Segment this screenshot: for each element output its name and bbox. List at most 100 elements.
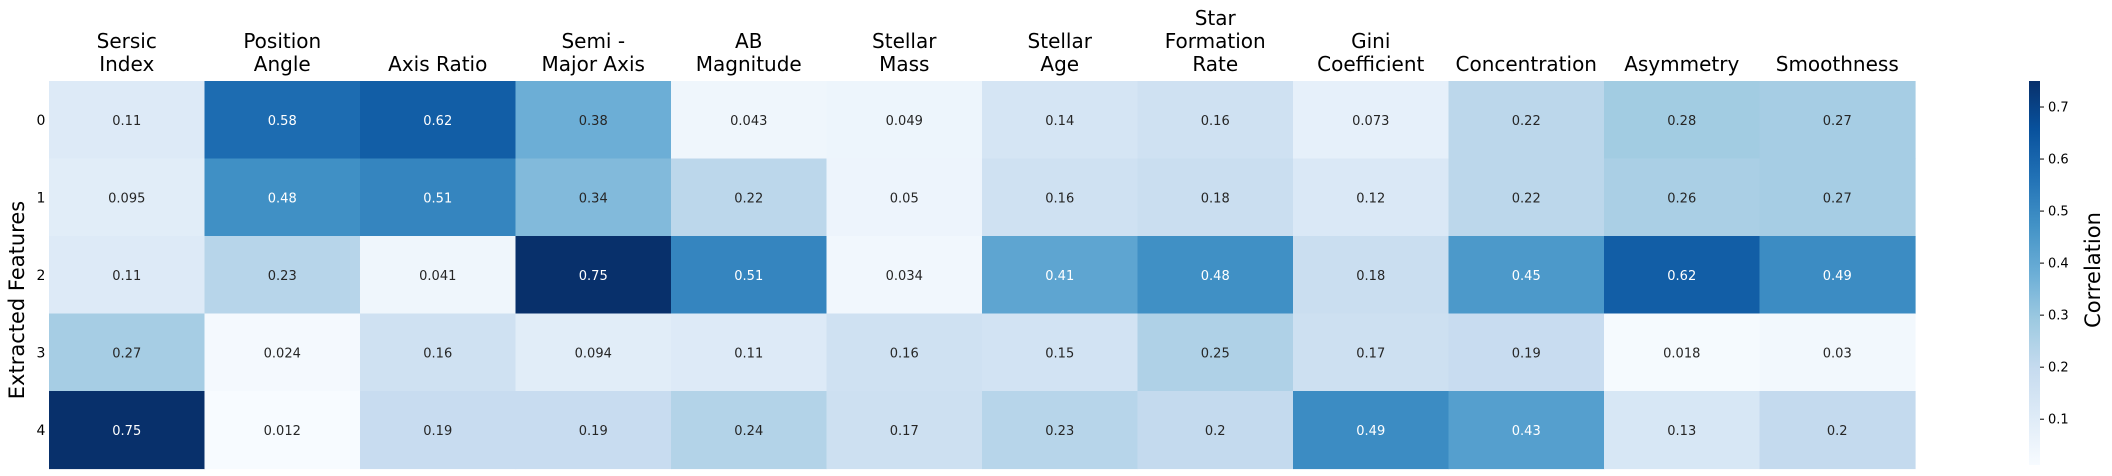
column-label: Formation bbox=[1165, 29, 1266, 53]
cell-value-label: 0.16 bbox=[1045, 191, 1074, 206]
row-labels: 0 1 2 3 4 bbox=[37, 113, 46, 439]
cell-value-label: 0.16 bbox=[423, 346, 452, 361]
heatmap-cell bbox=[204, 81, 361, 160]
column-label: Stellar bbox=[872, 29, 937, 53]
cell-value-label: 0.13 bbox=[1667, 424, 1696, 439]
column-label: Star bbox=[1195, 6, 1237, 30]
column-label: Angle bbox=[254, 52, 311, 76]
heatmap-cell bbox=[1604, 158, 1761, 237]
heatmap-cell bbox=[826, 391, 983, 470]
cell-value-label: 0.11 bbox=[112, 269, 141, 284]
column-label: Semi - bbox=[561, 29, 625, 53]
cell-value-label: 0.22 bbox=[734, 191, 763, 206]
row-label: 2 bbox=[37, 268, 46, 284]
row-label: 0 bbox=[37, 113, 46, 129]
cell-value-label: 0.16 bbox=[890, 346, 919, 361]
heatmap-cell bbox=[1448, 313, 1605, 392]
heatmap-cell bbox=[49, 313, 206, 392]
cell-value-label: 0.38 bbox=[579, 114, 608, 129]
cell-value-label: 0.22 bbox=[1512, 114, 1541, 129]
cell-value-label: 0.11 bbox=[112, 114, 141, 129]
heatmap-cell bbox=[204, 158, 361, 237]
row-label: 3 bbox=[37, 345, 46, 361]
column-label: Gini bbox=[1351, 29, 1390, 53]
heatmap-cell bbox=[1137, 158, 1294, 237]
cell-value-label: 0.094 bbox=[575, 346, 612, 361]
heatmap-cell bbox=[671, 391, 828, 470]
cell-value-label: 0.41 bbox=[1045, 269, 1074, 284]
heatmap-cell bbox=[360, 158, 517, 237]
heatmap-cell bbox=[1604, 81, 1761, 160]
heatmap-cell bbox=[360, 313, 517, 392]
heatmap-cell bbox=[826, 81, 983, 160]
heatmap-cell bbox=[360, 236, 517, 315]
heatmap-cells: 0.11 0.58 0.62 0.38 0.043 0.049 0.14 0.16 0.073 0… bbox=[49, 81, 1916, 470]
cell-value-label: 0.16 bbox=[1201, 114, 1230, 129]
cell-value-label: 0.024 bbox=[264, 346, 301, 361]
column-label: AB bbox=[735, 29, 762, 53]
heatmap-cell bbox=[671, 313, 828, 392]
heatmap-cell bbox=[826, 313, 983, 392]
column-label: Coefficient bbox=[1317, 52, 1424, 76]
column-label: Rate bbox=[1192, 52, 1238, 76]
cell-value-label: 0.49 bbox=[1823, 269, 1852, 284]
heatmap-cell bbox=[1137, 236, 1294, 315]
heatmap-cell bbox=[1759, 313, 1916, 392]
heatmap-cell bbox=[1448, 236, 1605, 315]
heatmap-cell bbox=[1604, 391, 1761, 470]
cell-value-label: 0.27 bbox=[1823, 191, 1852, 206]
cell-value-label: 0.23 bbox=[1045, 424, 1074, 439]
colorbar-tick-label: 0.6 bbox=[2048, 153, 2069, 168]
cell-value-label: 0.62 bbox=[1667, 269, 1696, 284]
heatmap-cell bbox=[204, 313, 361, 392]
cell-value-label: 0.012 bbox=[264, 424, 301, 439]
heatmap-cell bbox=[982, 313, 1139, 392]
heatmap-cell bbox=[49, 391, 206, 470]
heatmap-cell bbox=[1293, 313, 1450, 392]
heatmap-cell bbox=[1759, 236, 1916, 315]
column-label: Major Axis bbox=[542, 52, 645, 76]
colorbar-tick-label: 0.3 bbox=[2048, 309, 2069, 324]
cell-value-label: 0.51 bbox=[423, 191, 452, 206]
y-axis-label: Extracted Features bbox=[5, 201, 29, 399]
cell-value-label: 0.18 bbox=[1201, 191, 1230, 206]
cell-value-label: 0.25 bbox=[1201, 346, 1230, 361]
heatmap-cell bbox=[1448, 158, 1605, 237]
cell-value-label: 0.51 bbox=[734, 269, 763, 284]
cell-value-label: 0.19 bbox=[579, 424, 608, 439]
row-label: 1 bbox=[37, 190, 46, 206]
cell-value-label: 0.43 bbox=[1512, 424, 1541, 439]
heatmap-cell bbox=[982, 158, 1139, 237]
column-label: Position bbox=[243, 29, 321, 53]
column-label: Smoothness bbox=[1776, 52, 1899, 76]
heatmap-cell bbox=[1604, 313, 1761, 392]
cell-value-label: 0.12 bbox=[1356, 191, 1385, 206]
heatmap-cell bbox=[515, 391, 672, 470]
colorbar-gradient bbox=[2029, 81, 2040, 465]
heatmap-cell bbox=[826, 236, 983, 315]
cell-value-label: 0.45 bbox=[1512, 269, 1541, 284]
column-label: Stellar bbox=[1028, 29, 1093, 53]
heatmap-cell bbox=[1448, 391, 1605, 470]
cell-value-label: 0.17 bbox=[1356, 346, 1385, 361]
heatmap-cell bbox=[1759, 158, 1916, 237]
heatmap-cell bbox=[360, 81, 517, 160]
colorbar-tick-label: 0.1 bbox=[2048, 413, 2069, 428]
column-label: Axis Ratio bbox=[388, 52, 487, 76]
cell-value-label: 0.23 bbox=[268, 269, 297, 284]
heatmap-cell bbox=[982, 236, 1139, 315]
cell-value-label: 0.034 bbox=[886, 269, 923, 284]
column-label: Age bbox=[1040, 52, 1079, 76]
cell-value-label: 0.041 bbox=[419, 269, 456, 284]
heatmap-cell bbox=[1604, 236, 1761, 315]
heatmap-cell bbox=[204, 391, 361, 470]
cell-value-label: 0.073 bbox=[1352, 114, 1389, 129]
heatmap-cell bbox=[1448, 81, 1605, 160]
heatmap-cell bbox=[360, 391, 517, 470]
cell-value-label: 0.27 bbox=[112, 346, 141, 361]
cell-value-label: 0.05 bbox=[890, 191, 919, 206]
cell-value-label: 0.26 bbox=[1667, 191, 1696, 206]
column-label: Concentration bbox=[1456, 52, 1597, 76]
